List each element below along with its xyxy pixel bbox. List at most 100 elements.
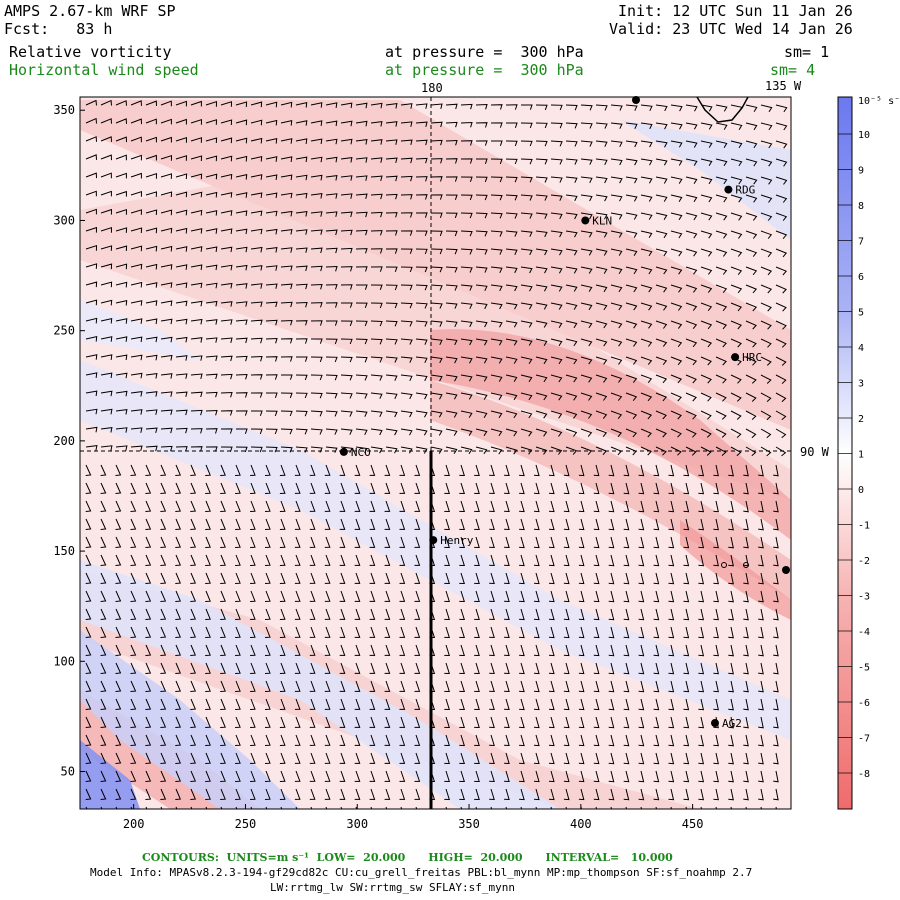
wind-barb bbox=[550, 212, 563, 220]
wind-barb bbox=[685, 302, 698, 311]
wind-barb bbox=[160, 752, 167, 764]
wind-barb bbox=[264, 500, 271, 512]
wind-barb bbox=[130, 136, 142, 143]
wind-barb bbox=[235, 788, 241, 800]
wind-barb bbox=[294, 464, 301, 476]
wind-barb bbox=[369, 698, 376, 710]
wind-barb bbox=[685, 140, 698, 148]
wind-barb bbox=[400, 302, 413, 309]
wind-barb bbox=[85, 445, 98, 451]
wind-barb bbox=[190, 173, 203, 180]
wind-barb bbox=[610, 122, 623, 129]
wind-barb bbox=[670, 248, 683, 257]
wind-barb bbox=[533, 500, 540, 513]
wind-barb bbox=[775, 266, 788, 276]
wind-barb bbox=[400, 374, 413, 382]
wind-barb bbox=[623, 482, 630, 495]
wind-barb bbox=[130, 770, 137, 782]
wind-barb bbox=[280, 428, 293, 435]
wind-barb bbox=[459, 752, 465, 765]
wind-barb bbox=[175, 662, 182, 674]
wind-barb bbox=[685, 212, 698, 221]
wind-barb bbox=[294, 518, 301, 530]
wind-barb bbox=[384, 662, 391, 674]
wind-barb bbox=[730, 248, 743, 257]
wind-barb bbox=[444, 770, 450, 783]
wind-barb bbox=[608, 500, 615, 513]
wind-barb bbox=[384, 716, 391, 728]
wind-barb bbox=[235, 608, 241, 620]
wind-barb bbox=[775, 122, 788, 131]
wind-barb bbox=[160, 788, 167, 800]
wind-barb bbox=[235, 192, 248, 198]
wind-barb bbox=[190, 119, 203, 125]
wind-barb bbox=[505, 284, 518, 292]
wind-barb bbox=[325, 392, 338, 399]
wind-barb bbox=[250, 608, 256, 620]
wind-barb bbox=[683, 698, 690, 711]
wind-barb bbox=[475, 103, 488, 110]
wind-barb bbox=[385, 121, 398, 127]
wind-barb bbox=[355, 157, 368, 163]
wind-barb bbox=[309, 770, 316, 782]
wind-barb bbox=[550, 266, 563, 274]
wind-barb bbox=[700, 248, 713, 257]
wind-barb bbox=[683, 734, 690, 747]
wind-barb bbox=[400, 157, 413, 164]
wind-barb bbox=[593, 554, 600, 567]
wind-barb bbox=[535, 230, 548, 238]
wind-barb bbox=[489, 770, 495, 783]
wind-barb bbox=[235, 173, 248, 180]
wind-barb bbox=[655, 392, 668, 402]
wind-barb bbox=[369, 680, 376, 692]
wind-barb bbox=[414, 662, 421, 674]
wind-barb bbox=[743, 716, 749, 729]
wind-barb bbox=[519, 608, 525, 621]
wind-barb bbox=[685, 410, 697, 420]
wind-barb bbox=[265, 428, 278, 435]
wind-barb bbox=[745, 410, 757, 420]
wind-barb bbox=[339, 698, 346, 710]
wind-barb bbox=[325, 356, 338, 363]
wind-barb bbox=[698, 590, 705, 603]
wind-barb bbox=[325, 302, 338, 308]
wind-barb bbox=[504, 590, 510, 603]
wind-barb bbox=[280, 174, 293, 181]
wind-barb bbox=[713, 644, 719, 657]
wind-barb bbox=[100, 445, 113, 451]
wind-barb bbox=[264, 716, 271, 728]
wind-barb bbox=[324, 518, 331, 530]
wind-barb bbox=[415, 446, 428, 454]
wind-barb bbox=[715, 230, 728, 239]
wind-barb bbox=[758, 770, 764, 783]
wind-barb bbox=[445, 374, 458, 382]
wind-barb bbox=[264, 590, 271, 602]
wind-barb bbox=[743, 662, 749, 675]
wind-barb bbox=[130, 354, 143, 361]
wind-barb bbox=[145, 300, 158, 306]
wind-barb bbox=[235, 301, 248, 307]
wind-barb bbox=[595, 248, 608, 256]
wind-barb bbox=[460, 212, 473, 219]
wind-barb bbox=[415, 392, 428, 400]
wind-barb bbox=[640, 230, 653, 238]
wind-barb bbox=[760, 356, 772, 366]
wind-barb bbox=[519, 734, 525, 747]
wind-barb bbox=[280, 283, 293, 290]
wind-barb bbox=[220, 500, 226, 512]
wind-barb bbox=[595, 392, 608, 401]
wind-barb bbox=[190, 373, 203, 380]
wind-barb bbox=[444, 482, 450, 495]
wind-barb bbox=[655, 104, 668, 112]
wind-barb bbox=[578, 518, 585, 531]
wind-barb bbox=[205, 626, 211, 638]
wind-barb bbox=[505, 104, 518, 110]
wind-barb bbox=[745, 356, 757, 366]
wind-barb bbox=[550, 356, 563, 365]
wind-barb bbox=[385, 356, 398, 363]
wind-barb bbox=[279, 752, 286, 764]
station-dot bbox=[429, 536, 438, 545]
wind-barb bbox=[220, 536, 226, 548]
wind-barb bbox=[580, 158, 593, 165]
wind-barb bbox=[715, 410, 727, 420]
